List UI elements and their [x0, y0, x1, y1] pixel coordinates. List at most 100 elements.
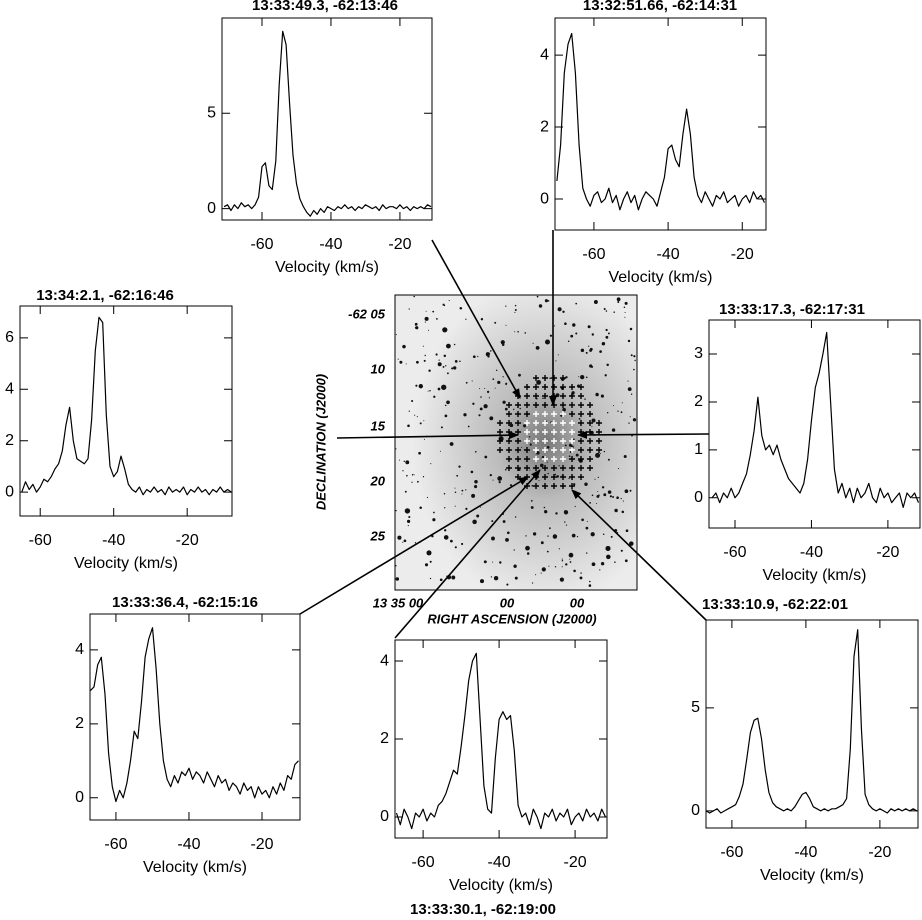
x-axis-label: Velocity (km/s)	[760, 867, 864, 884]
star	[467, 425, 470, 428]
grid-position	[578, 474, 584, 480]
star	[443, 492, 446, 495]
star	[448, 300, 450, 302]
star	[573, 483, 576, 486]
star	[399, 360, 403, 364]
grid-position	[533, 384, 539, 390]
star	[588, 584, 592, 587]
star	[621, 402, 623, 404]
grid-position	[551, 411, 557, 417]
star	[422, 476, 425, 478]
star	[554, 473, 557, 476]
grid-position	[569, 438, 575, 444]
star	[599, 350, 602, 353]
star	[435, 353, 438, 356]
star	[591, 418, 596, 423]
y-tick-label: 6	[5, 329, 14, 346]
grid-position	[569, 402, 575, 408]
x-tick-label: -60	[104, 836, 127, 853]
star	[413, 474, 415, 476]
star	[586, 552, 588, 554]
star	[604, 374, 607, 377]
star	[483, 404, 488, 409]
grid-position	[569, 483, 575, 489]
star	[579, 576, 583, 580]
star	[483, 560, 487, 564]
grid-position	[506, 465, 512, 471]
star	[407, 424, 410, 428]
star	[605, 310, 608, 312]
image-x-tick: 13 35 00	[373, 595, 424, 610]
x-tick-label: -60	[582, 246, 605, 263]
star	[600, 394, 604, 398]
x-tick-label: -20	[868, 844, 891, 861]
star	[601, 341, 606, 346]
image-x-tick: 00	[570, 595, 585, 610]
star	[536, 451, 540, 455]
arrow	[336, 431, 519, 440]
grid-position	[578, 393, 584, 399]
grid-position	[542, 393, 548, 399]
star	[404, 490, 407, 493]
y-tick-label: 2	[540, 118, 549, 135]
star	[558, 548, 561, 550]
star	[519, 407, 521, 410]
star	[609, 495, 613, 498]
star	[422, 345, 424, 347]
grid-position	[578, 420, 584, 426]
star	[627, 380, 629, 382]
image-y-tick: 20	[370, 473, 386, 488]
star	[474, 479, 478, 484]
star	[441, 384, 447, 390]
star	[418, 384, 423, 389]
grid-position	[560, 429, 566, 435]
spectrum-line	[223, 30, 432, 217]
star	[591, 562, 596, 567]
star	[432, 310, 435, 313]
spectrum-line	[711, 331, 920, 508]
star	[540, 463, 544, 468]
star	[529, 443, 532, 446]
y-tick-label: 4	[380, 652, 389, 669]
star	[603, 307, 606, 311]
star	[572, 323, 576, 327]
star	[395, 577, 400, 581]
star	[624, 559, 628, 563]
grid-position	[524, 465, 530, 471]
star	[494, 321, 497, 324]
star	[453, 343, 456, 346]
grid-position	[524, 393, 530, 399]
x-tick-label: -20	[876, 544, 899, 561]
star	[406, 474, 408, 477]
grid-position	[515, 420, 521, 426]
star	[580, 374, 585, 380]
star	[513, 408, 515, 411]
star	[589, 502, 591, 504]
star	[610, 535, 613, 538]
star	[514, 331, 516, 333]
plot-frame	[705, 619, 919, 829]
star	[509, 484, 513, 487]
grid-position	[524, 447, 530, 453]
star	[629, 327, 633, 331]
star	[613, 311, 615, 313]
star	[620, 497, 622, 500]
star	[516, 388, 518, 391]
grid-position	[587, 402, 593, 408]
star	[575, 490, 577, 492]
star	[432, 518, 436, 522]
star	[596, 494, 600, 498]
star	[461, 493, 463, 495]
panel-title: 13:33:10.9, -62:22:01	[702, 596, 848, 613]
star	[449, 442, 454, 446]
star	[548, 565, 550, 567]
star	[397, 535, 402, 540]
x-tick-label: -20	[388, 236, 411, 253]
star	[584, 398, 586, 400]
grid-position	[569, 411, 575, 417]
star	[407, 519, 411, 524]
star	[484, 455, 488, 459]
star	[424, 321, 426, 323]
star	[395, 334, 397, 336]
